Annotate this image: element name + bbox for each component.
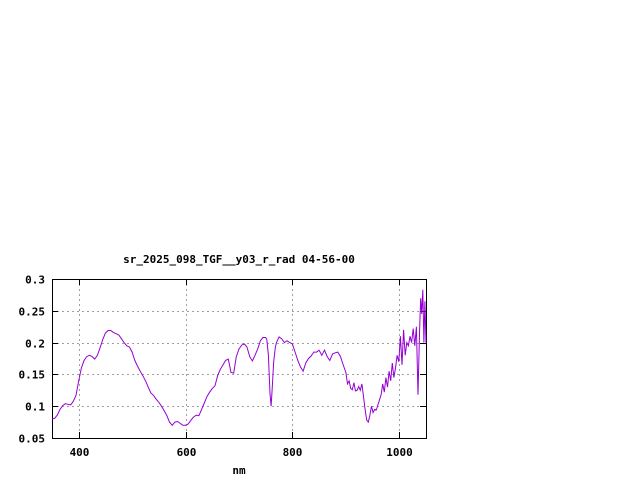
series-line (51, 289, 427, 427)
y-tick-labels: 0.05 0.1 0.15 0.2 0.25 0.3 (19, 274, 46, 446)
x-axis-label: nm (232, 464, 246, 477)
x-tick-label: 800 (283, 446, 303, 459)
y-tick-label: 0.25 (19, 306, 46, 319)
axis-ticks (52, 279, 426, 439)
y-tick-label: 0.05 (19, 433, 46, 446)
y-tick-label: 0.3 (25, 274, 45, 287)
x-tick-label: 600 (177, 446, 197, 459)
x-tick-label: 400 (70, 446, 90, 459)
grid-lines (52, 279, 426, 438)
plot-frame (52, 279, 427, 439)
chart-title: sr_2025_098_TGF__y03_r_rad 04-56-00 (123, 253, 355, 266)
x-tick-labels: 400 600 800 1000 (70, 446, 413, 459)
x-tick-label: 1000 (386, 446, 413, 459)
y-tick-label: 0.2 (25, 338, 45, 351)
y-tick-label: 0.15 (19, 369, 46, 382)
y-tick-label: 0.1 (25, 401, 45, 414)
